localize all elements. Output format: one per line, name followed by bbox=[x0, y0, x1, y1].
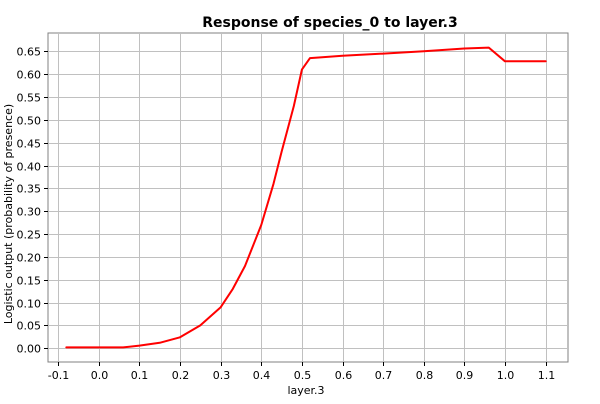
y-tick-label: 0.10 bbox=[17, 298, 42, 311]
y-tick-label: 0.35 bbox=[17, 183, 42, 196]
y-tick-label: 0.30 bbox=[17, 206, 42, 219]
series-line bbox=[65, 46, 547, 349]
x-tick-label: 0.8 bbox=[416, 369, 434, 382]
x-tick-label: 0.1 bbox=[131, 369, 149, 382]
x-axis-label: layer.3 bbox=[287, 384, 324, 397]
x-tick-label: 0.5 bbox=[294, 369, 312, 382]
x-tick-label: -0.1 bbox=[48, 369, 69, 382]
x-tick-label: 0.6 bbox=[335, 369, 353, 382]
x-tick-label: 0.9 bbox=[456, 369, 474, 382]
grid-lines bbox=[48, 33, 568, 362]
axis-ticks: -0.1 0.0 0.1 0.2 0.3 0.4 0.5 0.6 0.7 0.8 0.9 1.0 1.1… bbox=[17, 46, 556, 383]
x-tick-label: 1.0 bbox=[497, 369, 515, 382]
x-tick-label: 0.0 bbox=[91, 369, 109, 382]
y-tick-label: 0.20 bbox=[17, 252, 42, 265]
y-tick-label: 0.45 bbox=[17, 138, 42, 151]
y-tick-label: 0.15 bbox=[17, 275, 42, 288]
x-tick-label: 0.7 bbox=[375, 369, 393, 382]
x-tick-label: 0.4 bbox=[253, 369, 271, 382]
y-tick-label: 0.60 bbox=[17, 69, 42, 82]
series-layer bbox=[65, 46, 547, 349]
y-tick-label: 0.55 bbox=[17, 92, 42, 105]
chart-title: Response of species_0 to layer.3 bbox=[202, 15, 457, 31]
x-tick-label: 1.1 bbox=[538, 369, 556, 382]
y-tick-label: 0.25 bbox=[17, 229, 42, 242]
x-tick-label: 0.3 bbox=[213, 369, 231, 382]
y-tick-label: 0.40 bbox=[17, 161, 42, 174]
x-tick-label: 0.2 bbox=[172, 369, 190, 382]
y-tick-label: 0.05 bbox=[17, 320, 42, 333]
y-tick-label: 0.00 bbox=[17, 343, 42, 356]
y-tick-label: 0.50 bbox=[17, 115, 42, 128]
y-tick-label: 0.65 bbox=[17, 46, 42, 59]
y-axis-label: Logistic output (probability of presence… bbox=[2, 104, 15, 324]
plot-area bbox=[47, 32, 569, 363]
